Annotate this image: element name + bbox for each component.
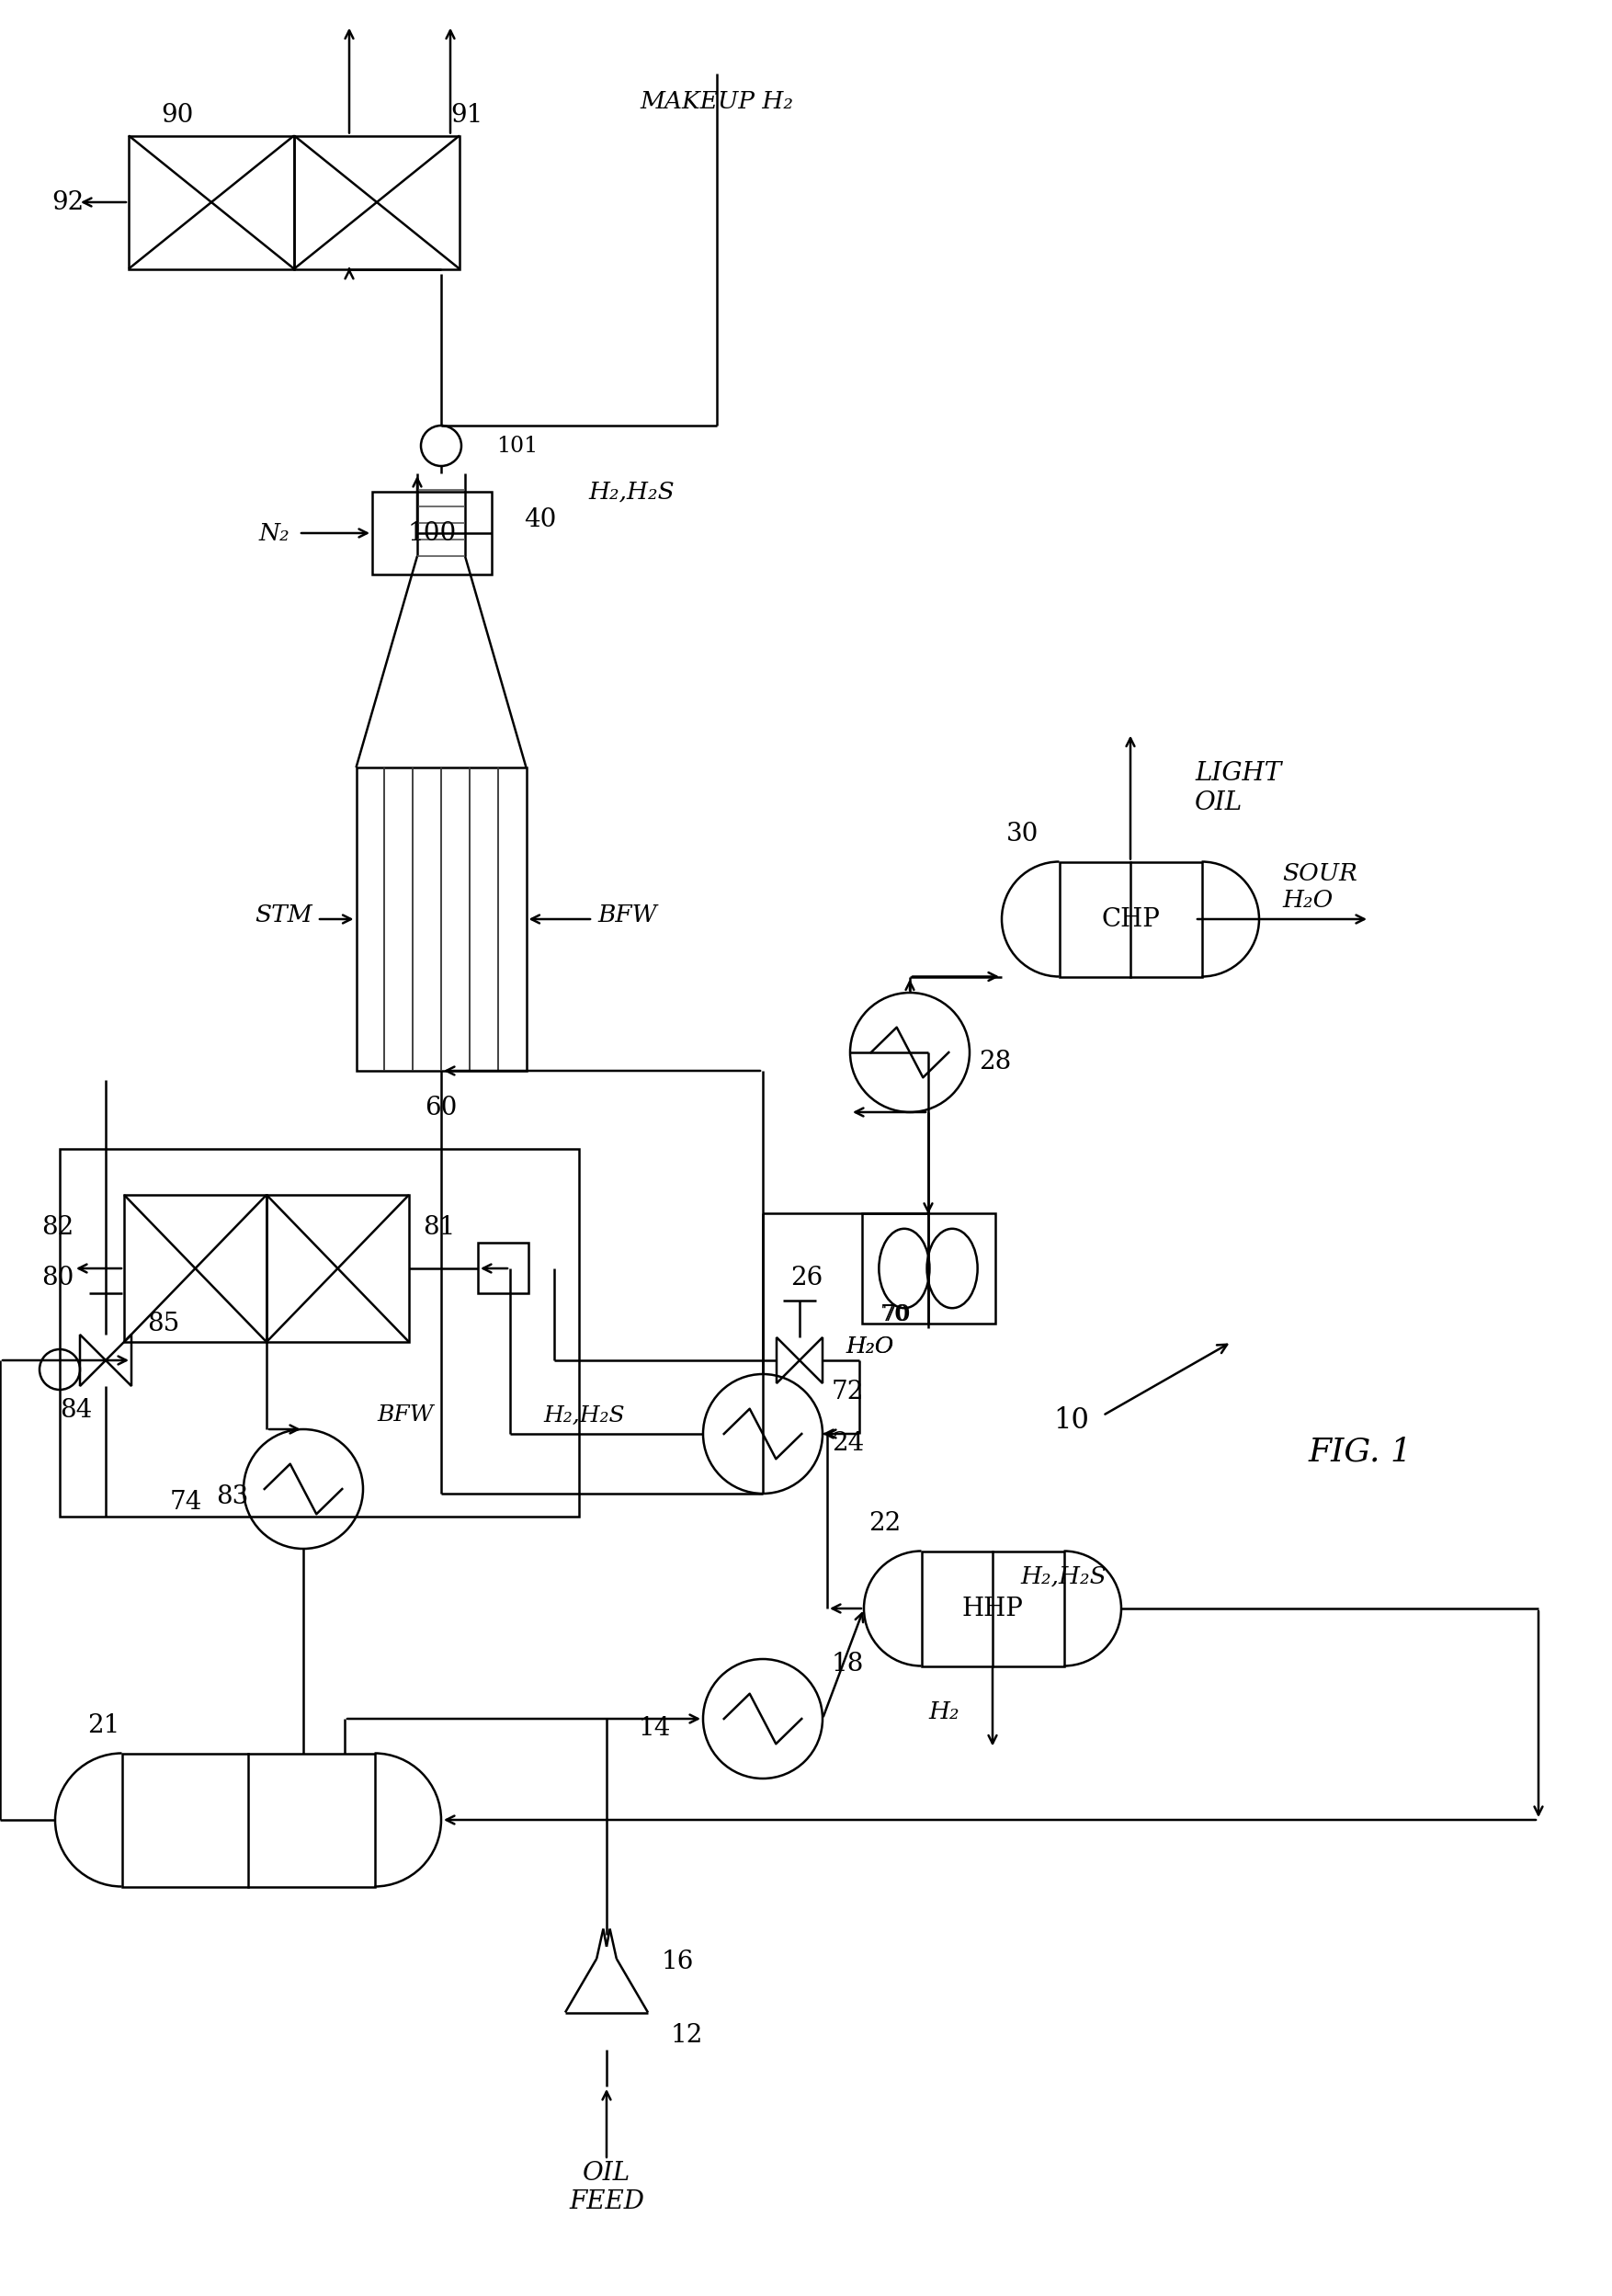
Text: CHP: CHP bbox=[1101, 907, 1159, 932]
Bar bbox=[372, 491, 492, 574]
Text: 100: 100 bbox=[408, 521, 456, 546]
Text: 101: 101 bbox=[496, 436, 538, 457]
Bar bbox=[60, 1148, 579, 1518]
Bar bbox=[293, 135, 459, 269]
Text: 82: 82 bbox=[42, 1215, 74, 1240]
Text: 74: 74 bbox=[169, 1490, 202, 1515]
Text: HHP: HHP bbox=[962, 1596, 1024, 1621]
Text: 18: 18 bbox=[832, 1651, 864, 1676]
Text: 28: 28 bbox=[978, 1049, 1011, 1075]
Text: OIL
FEED: OIL FEED bbox=[569, 2161, 645, 2213]
Text: H₂O: H₂O bbox=[846, 1336, 893, 1357]
Text: 24: 24 bbox=[832, 1430, 864, 1456]
Text: 84: 84 bbox=[60, 1398, 92, 1424]
Text: 70: 70 bbox=[882, 1304, 911, 1325]
Text: 14: 14 bbox=[638, 1715, 671, 1740]
Text: H₂,H₂S: H₂,H₂S bbox=[1020, 1566, 1106, 1589]
Text: 30: 30 bbox=[1006, 822, 1038, 847]
Text: 10: 10 bbox=[1053, 1405, 1090, 1435]
Text: MAKEUP H₂: MAKEUP H₂ bbox=[640, 90, 793, 113]
Text: 12: 12 bbox=[671, 2023, 703, 2048]
Text: 22: 22 bbox=[869, 1511, 901, 1536]
Text: 80: 80 bbox=[42, 1265, 74, 1290]
Text: 90: 90 bbox=[161, 103, 193, 126]
Bar bbox=[124, 1194, 266, 1341]
Text: 72: 72 bbox=[832, 1380, 864, 1405]
Text: H₂,H₂S: H₂,H₂S bbox=[588, 480, 674, 503]
Text: 16: 16 bbox=[661, 1949, 695, 1975]
Text: SOUR
H₂O: SOUR H₂O bbox=[1282, 863, 1357, 912]
Text: 81: 81 bbox=[422, 1215, 455, 1240]
Bar bbox=[922, 1552, 1064, 1667]
Text: 83: 83 bbox=[216, 1483, 248, 1508]
Text: STM: STM bbox=[255, 902, 313, 925]
Text: 70: 70 bbox=[880, 1304, 909, 1325]
Text: 92: 92 bbox=[52, 191, 84, 214]
Text: 91: 91 bbox=[450, 103, 484, 126]
Text: 40: 40 bbox=[524, 507, 556, 533]
Text: BFW: BFW bbox=[377, 1405, 434, 1426]
Text: 21: 21 bbox=[87, 1713, 119, 1738]
Bar bbox=[861, 1212, 995, 1322]
Text: H₂,H₂S: H₂,H₂S bbox=[543, 1405, 625, 1426]
Bar bbox=[1059, 861, 1201, 976]
Text: LIGHT
OIL: LIGHT OIL bbox=[1194, 762, 1282, 815]
Text: N₂: N₂ bbox=[258, 521, 290, 544]
Text: H₂O: H₂O bbox=[846, 1336, 893, 1357]
Text: 26: 26 bbox=[790, 1265, 822, 1290]
Text: BFW: BFW bbox=[598, 902, 656, 925]
Text: FIG. 1: FIG. 1 bbox=[1309, 1437, 1412, 1467]
Text: H₂: H₂ bbox=[929, 1701, 959, 1724]
Text: 60: 60 bbox=[426, 1095, 458, 1120]
Text: 85: 85 bbox=[147, 1311, 179, 1336]
Bar bbox=[129, 135, 293, 269]
Bar bbox=[356, 767, 526, 1070]
Bar bbox=[266, 1194, 409, 1341]
Bar bbox=[477, 1242, 529, 1293]
Bar bbox=[123, 1754, 374, 1887]
